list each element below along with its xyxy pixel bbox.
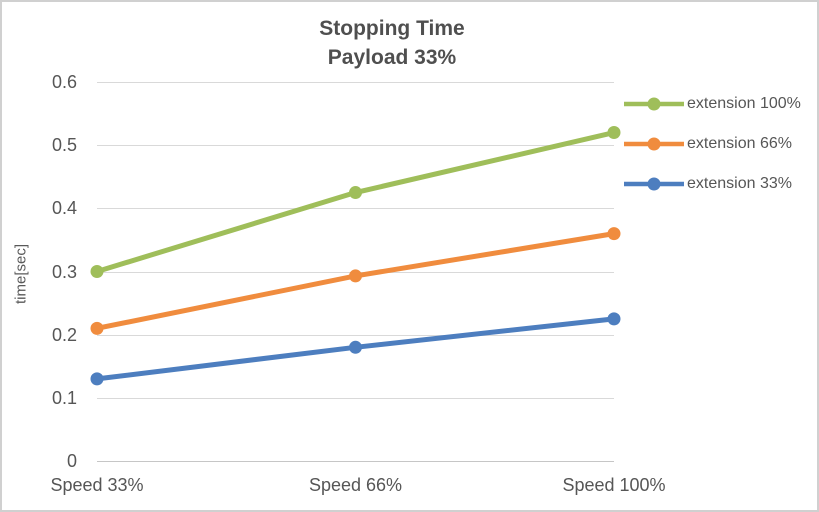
data-point-marker [607, 227, 621, 241]
y-axis-tick-label: 0.1 [51, 387, 77, 408]
legend-item: extension 100% [623, 84, 801, 124]
gridline [97, 208, 614, 210]
gridline [97, 397, 614, 399]
data-point-marker [349, 340, 362, 354]
data-point-marker [90, 321, 104, 335]
gridline [97, 334, 614, 336]
data-point-marker [90, 372, 104, 386]
legend-item: extension 66% [623, 124, 801, 164]
data-point-marker [90, 265, 104, 278]
x-axis-label: Speed 66% [308, 475, 403, 495]
data-point-marker [349, 269, 362, 283]
legend-label: extension 100% [687, 95, 801, 112]
chart-title-line2: Payload 33% [327, 46, 457, 69]
gridline [97, 145, 614, 147]
gridline [97, 82, 614, 83]
chart-title: Stopping Time Payload 33% [2, 14, 782, 72]
data-point-marker [349, 186, 362, 200]
data-point-marker [607, 312, 621, 326]
y-axis-tick-label: 0.4 [51, 198, 77, 219]
y-axis-tick-label: 0.6 [51, 72, 77, 92]
legend-line-marker-icon [624, 177, 684, 191]
series-plot [90, 126, 621, 386]
y-axis-tick-label: 0.2 [51, 324, 77, 345]
legend-line-marker-icon [624, 97, 684, 111]
x-axis-label: Speed 33% [50, 475, 144, 495]
legend: extension 100% extension 66% extension 33% [623, 84, 801, 204]
data-point-marker [607, 126, 621, 140]
legend-label: extension 33% [687, 175, 792, 192]
legend-label: extension 66% [687, 135, 792, 152]
x-axis-label: Speed 100% [562, 475, 666, 495]
y-axis-tick-label: 0.3 [51, 261, 77, 282]
gridline [97, 461, 614, 462]
legend-line-marker-icon [624, 137, 684, 151]
legend-item: extension 33% [623, 164, 801, 204]
series-line-extension-100- [94, 130, 617, 274]
plot-area [90, 82, 621, 462]
y-axis-tick-label: 0.5 [51, 135, 77, 156]
y-axis-tick-label: 0 [66, 451, 77, 471]
chart-title-line1: Stopping Time [319, 17, 465, 40]
